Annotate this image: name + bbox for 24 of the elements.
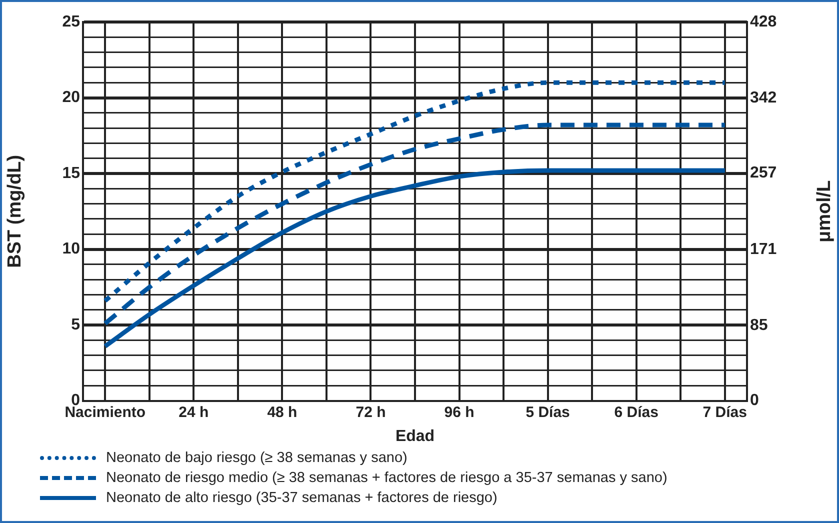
x-tick-label: 24 h [178, 404, 209, 421]
legend-label: Neonato de alto riesgo (35-37 semanas + factores de riesgo) [106, 490, 498, 506]
y2-tick-label: 85 [750, 316, 768, 334]
y-tick-label: 20 [62, 89, 80, 106]
y2-tick-label: 342 [750, 90, 777, 107]
y2-axis-title: μmol/L [814, 180, 836, 243]
y-tick-label: 5 [71, 316, 80, 334]
x-tick-label: 7 Días [702, 404, 747, 421]
y2-tick-label: 0 [750, 392, 759, 410]
y2-tick-label: 428 [750, 13, 777, 30]
y2-tick-label: 257 [750, 164, 777, 182]
x-tick-label: 96 h [444, 404, 474, 421]
y2-tick-label: 171 [750, 240, 777, 258]
y-tick-label: 15 [62, 164, 80, 182]
y-tick-label: 10 [62, 240, 80, 258]
x-tick-label: 6 Días [614, 404, 658, 421]
x-axis-title: Edad [395, 428, 435, 445]
y-tick-label: 25 [62, 13, 80, 30]
x-tick-label: 72 h [356, 404, 386, 421]
x-tick-label: 5 Días [526, 404, 570, 421]
y-axis-title: BST (mg/dL) [4, 154, 26, 268]
x-tick-label: 48 h [267, 404, 298, 421]
legend-label: Neonato de riesgo medio (≥ 38 semanas + factores de riesgo a 35-37 semanas y sano) [106, 470, 668, 486]
legend-label: Neonato de bajo riesgo (≥ 38 semanas y sano) [106, 450, 408, 466]
